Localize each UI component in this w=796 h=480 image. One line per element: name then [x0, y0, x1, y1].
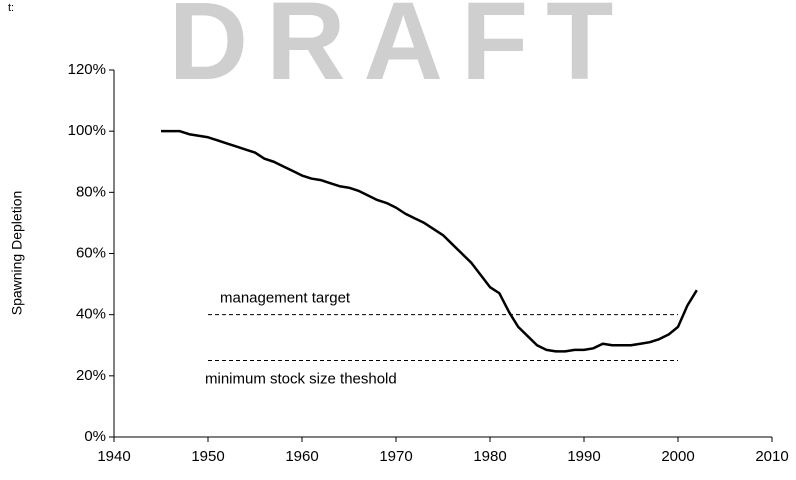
x-tick-label: 2000 — [661, 448, 694, 465]
y-tick-label: 40% — [76, 306, 106, 323]
x-tick-label: 1940 — [97, 448, 130, 465]
y-tick-label: 0% — [84, 428, 106, 445]
x-tick-label: 1950 — [191, 448, 224, 465]
data-line — [161, 129, 698, 353]
y-tick-label: 80% — [76, 183, 106, 200]
x-tick-label: 1970 — [379, 448, 412, 465]
y-tick-label: 60% — [76, 244, 106, 261]
reference-label: minimum stock size theshold — [205, 371, 397, 388]
corner-text: t: — [8, 2, 14, 14]
y-tick-label: 100% — [68, 122, 106, 139]
y-tick-label: 120% — [68, 61, 106, 78]
y-axis-title: Spawning Depletion — [9, 191, 25, 316]
x-tick-label: 2010 — [755, 448, 788, 465]
x-tick-label: 1990 — [567, 448, 600, 465]
watermark: DRAFT — [169, 0, 632, 103]
reference-label: management target — [220, 290, 351, 307]
x-tick-label: 1980 — [473, 448, 506, 465]
x-tick-label: 1960 — [285, 448, 318, 465]
y-tick-label: 20% — [76, 367, 106, 384]
